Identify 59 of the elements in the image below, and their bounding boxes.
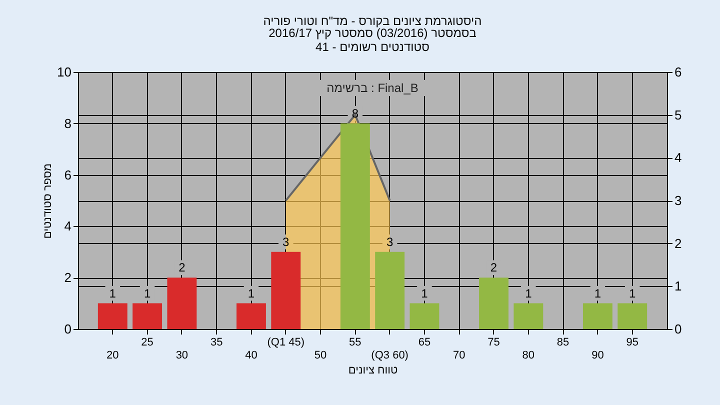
y2-tick-label: 4 xyxy=(674,150,682,166)
x-tick-label: 90 xyxy=(592,350,604,362)
x-tick-label: 70 xyxy=(452,350,466,362)
bar xyxy=(479,278,508,329)
bar xyxy=(410,303,440,329)
x-tick-label: 95 xyxy=(626,336,638,348)
y2-tick-label: 6 xyxy=(674,64,682,80)
bar xyxy=(375,252,405,329)
data-label: 1 xyxy=(629,286,636,300)
y2-tick-label: 3 xyxy=(674,193,682,208)
data-label: 3 xyxy=(386,234,394,249)
x-tick-label: 30 xyxy=(176,350,188,362)
data-label: 1 xyxy=(525,286,532,300)
text: סטודנטים רשומים - 41 xyxy=(316,40,430,54)
bar xyxy=(236,303,266,329)
x-tick-label: 65 xyxy=(418,336,431,348)
x-tick-label: 55 xyxy=(349,336,362,348)
y2-tick-label: 1 xyxy=(674,278,682,294)
data-label: 8 xyxy=(352,106,359,120)
x-tick-label: 85 xyxy=(556,336,570,348)
x-tick-label: 20 xyxy=(106,350,119,362)
y2-tick-label: 0 xyxy=(674,322,682,336)
x-tick-label: 75 xyxy=(488,336,500,348)
bar xyxy=(98,303,128,329)
data-label: 1 xyxy=(594,286,602,300)
data-label: 1 xyxy=(421,286,428,300)
y-tick-label: 8 xyxy=(64,116,72,131)
annotation: ברשימה : Final_B xyxy=(326,81,418,95)
x-tick-label: (Q1 45) xyxy=(267,336,305,348)
data-label: 1 xyxy=(109,286,116,300)
data-label: 1 xyxy=(248,286,255,300)
bar xyxy=(340,123,370,329)
y-axis-title: מספר סטודנטים xyxy=(42,163,54,239)
text: בסמסטר (03/2016) סמסטר קיץ 2016/17 xyxy=(268,26,476,40)
bar xyxy=(271,252,301,329)
x-tick-label: 40 xyxy=(245,350,258,362)
y-tick-label: 4 xyxy=(64,218,72,234)
x-tick-label: 50 xyxy=(314,350,327,362)
y2-tick-label: 5 xyxy=(674,107,682,122)
bar xyxy=(132,303,162,329)
data-label: 3 xyxy=(282,234,290,249)
y2-tick-label: 2 xyxy=(674,236,682,251)
bar xyxy=(618,303,648,329)
bar xyxy=(167,278,197,329)
bar xyxy=(582,303,612,329)
x-tick-label: 25 xyxy=(141,336,154,348)
bar xyxy=(514,303,544,329)
data-label: 2 xyxy=(178,260,186,275)
y-tick-label: 0 xyxy=(64,322,72,336)
data-label: 1 xyxy=(144,286,151,300)
y-tick-label: 10 xyxy=(57,64,72,80)
y-tick-label: 2 xyxy=(64,270,72,286)
x-tick-label: 35 xyxy=(210,336,223,348)
x-tick-label: (Q3 60) xyxy=(371,350,408,362)
chart-title: היסטוגרמת ציונים בקורס - מד"ח וטורי פוריה xyxy=(263,14,482,28)
x-tick-label: 80 xyxy=(522,350,535,362)
x-axis-title: טווח ציונים xyxy=(348,364,398,376)
y-tick-label: 6 xyxy=(64,167,72,182)
data-label: 2 xyxy=(490,260,498,275)
